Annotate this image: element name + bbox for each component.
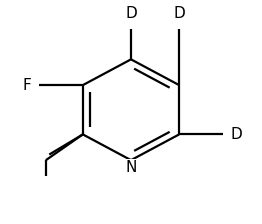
Text: F: F <box>23 78 31 93</box>
Text: D: D <box>231 127 242 142</box>
Text: N: N <box>125 160 137 175</box>
Text: D: D <box>173 6 185 21</box>
Text: D: D <box>125 6 137 21</box>
